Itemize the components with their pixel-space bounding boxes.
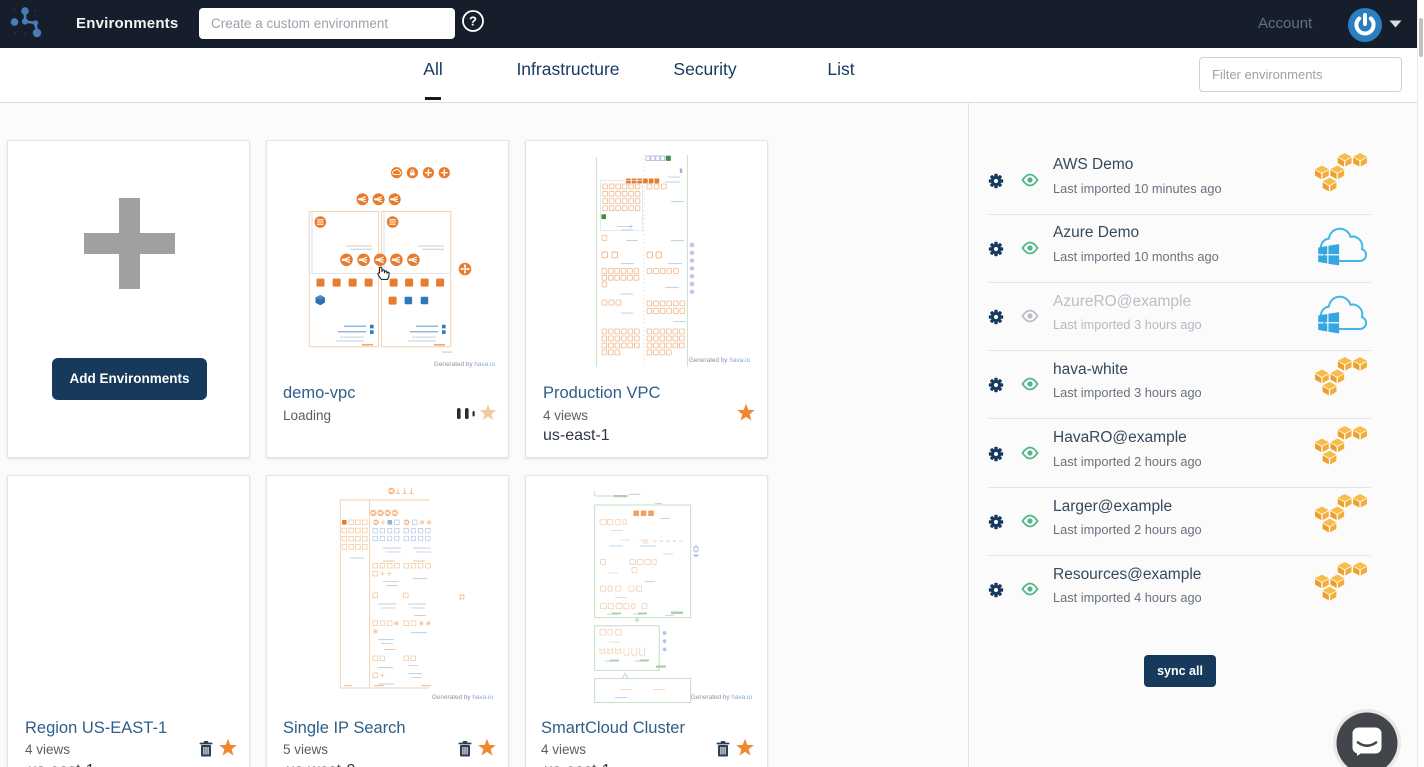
svg-text:Generated by hava.io: Generated by hava.io: [691, 694, 753, 701]
svg-text:?: ?: [469, 14, 477, 29]
svg-text:Generated by hava.io: Generated by hava.io: [689, 357, 751, 364]
svg-text:Generated by hava.io: Generated by hava.io: [432, 694, 494, 701]
svg-text:Generated by hava.io: Generated by hava.io: [434, 361, 496, 368]
